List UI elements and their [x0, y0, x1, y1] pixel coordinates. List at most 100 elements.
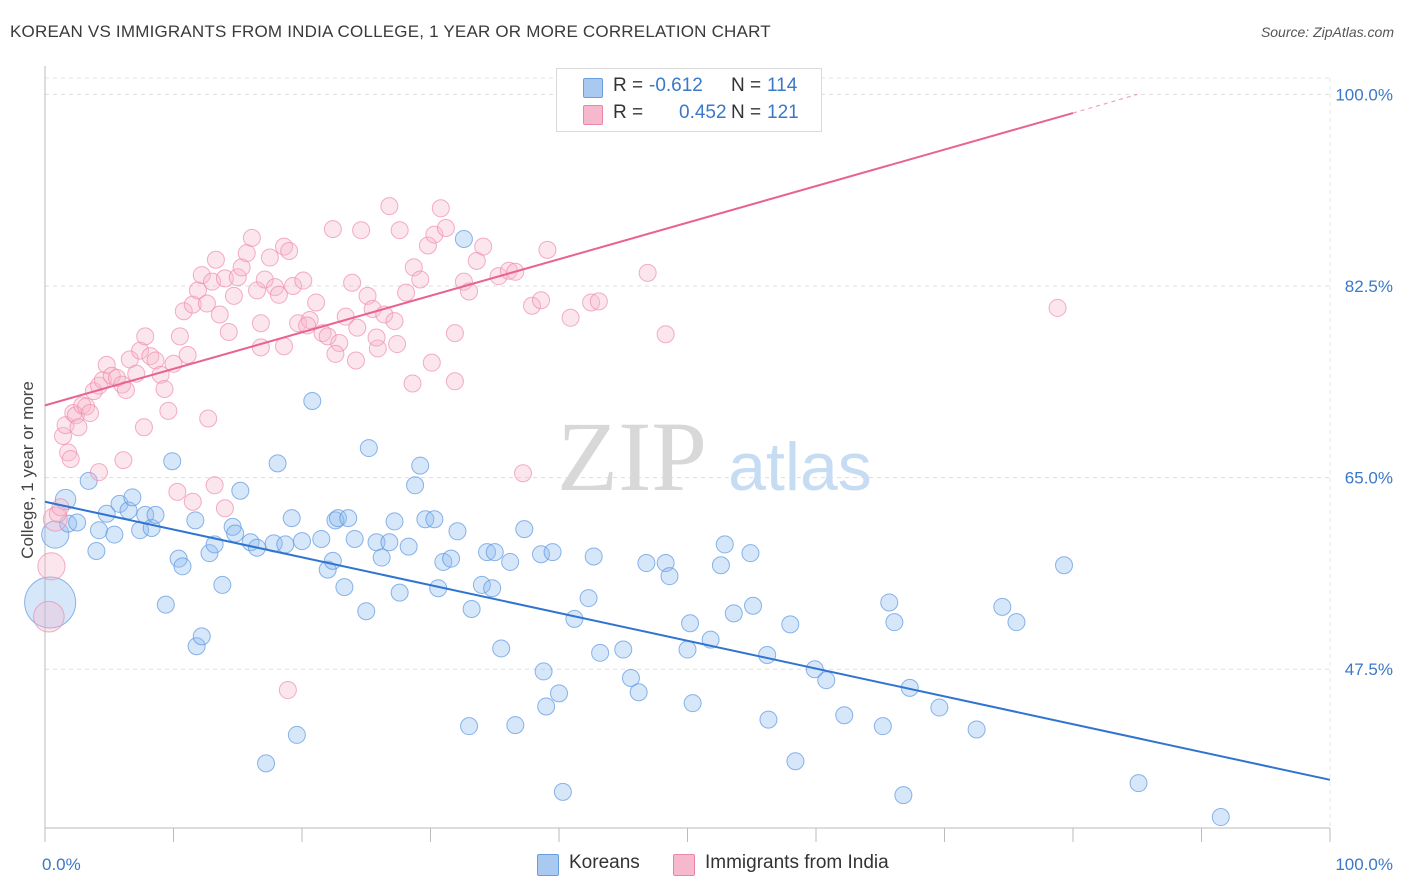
india-point: [445, 324, 464, 343]
india-point: [460, 282, 479, 301]
korean-point: [515, 520, 534, 539]
india-point: [380, 197, 399, 216]
y-tick-label: 47.5%: [1345, 660, 1393, 679]
korean-point: [537, 697, 556, 716]
india-point: [284, 277, 303, 296]
korean-point: [478, 543, 497, 562]
korean-point: [880, 593, 899, 612]
korean-point: [786, 752, 805, 771]
india-point: [318, 327, 337, 346]
india-point: [242, 228, 261, 247]
india-point: [131, 341, 150, 360]
korean-point: [759, 710, 778, 729]
korean-point: [1211, 808, 1230, 827]
india-point: [269, 285, 288, 304]
legend-n-value: 114: [767, 75, 798, 96]
india-point: [232, 258, 251, 277]
india-point: [275, 337, 294, 356]
korean-point: [614, 640, 633, 659]
legend-r-value: -0.612: [649, 75, 703, 96]
x-tick-label: 0.0%: [42, 855, 81, 874]
korean-point: [186, 511, 205, 530]
korean-point: [501, 552, 520, 571]
india-point: [385, 312, 404, 331]
korean-point: [411, 456, 430, 475]
india-point: [514, 464, 533, 483]
legend-n-value: 121: [767, 102, 799, 123]
korean-point: [385, 512, 404, 531]
india-point: [37, 552, 66, 581]
watermark-zip: ZIP: [557, 401, 707, 512]
india-point: [589, 292, 608, 311]
korean-point: [678, 640, 697, 659]
korean-point: [621, 669, 640, 687]
korean-point: [485, 543, 504, 562]
korean-point: [335, 578, 354, 597]
india-point: [289, 314, 308, 333]
korean-point: [758, 646, 777, 665]
india-point: [80, 404, 99, 423]
watermark: ZIP atlas: [557, 401, 872, 512]
india-trend-extension: [1072, 93, 1138, 114]
korean-point: [380, 533, 399, 552]
india-point: [538, 240, 557, 259]
y-tick-label: 100.0%: [1335, 85, 1393, 104]
korean-point: [1055, 556, 1074, 575]
korean-point: [312, 529, 331, 548]
india-point: [197, 294, 216, 313]
india-point: [168, 482, 187, 501]
watermark-atlas: atlas: [728, 429, 872, 505]
india-point: [134, 418, 153, 437]
korean-point: [146, 505, 165, 524]
india-point: [183, 492, 202, 511]
korean-point: [89, 521, 108, 540]
korean-point: [483, 579, 502, 598]
legend-r-label: R =: [613, 102, 644, 123]
india-point: [255, 270, 274, 289]
korean-point: [192, 627, 211, 646]
korean-point: [163, 452, 182, 471]
korean-point: [187, 637, 206, 656]
korean-point: [303, 391, 322, 410]
india-point: [97, 355, 116, 374]
india-point: [159, 401, 178, 420]
korean-point: [711, 556, 730, 575]
india-point: [307, 293, 326, 312]
india-point: [436, 219, 455, 237]
korean-point: [930, 698, 949, 717]
india-point: [418, 236, 437, 255]
india-point: [313, 324, 332, 343]
bottom-legend-label-india: Immigrants from India: [705, 852, 889, 873]
korean-point: [781, 615, 800, 634]
korean-point: [550, 684, 568, 703]
india-point: [170, 327, 189, 346]
series-koreans-points: [24, 229, 1230, 827]
korean-point: [584, 547, 603, 566]
korean-point: [629, 683, 648, 702]
korean-point: [200, 544, 219, 563]
korean-point: [339, 509, 358, 528]
korean-point: [372, 548, 391, 567]
india-point: [582, 293, 601, 312]
india-point: [33, 600, 65, 633]
korean-trend-line: [44, 500, 1331, 781]
korean-point: [257, 754, 276, 773]
korean-point: [967, 720, 986, 739]
korean-point: [68, 513, 87, 532]
bottom-legend-label-koreans: Koreans: [569, 852, 640, 873]
korean-point: [318, 560, 337, 579]
legend-r-label: R =: [613, 75, 644, 96]
korean-point: [276, 535, 295, 554]
legend-swatch-india: [583, 105, 603, 125]
chart-title: KOREAN VS IMMIGRANTS FROM INDIA COLLEGE,…: [10, 22, 771, 41]
bottom-legend-swatch-india: [673, 854, 695, 876]
india-point: [561, 308, 580, 327]
india-point: [411, 270, 430, 289]
india-point: [178, 346, 197, 365]
india-point: [251, 314, 270, 333]
india-point: [215, 269, 234, 288]
korean-point: [41, 520, 70, 549]
korean-point: [817, 671, 836, 690]
india-point: [114, 451, 133, 470]
india-point: [136, 327, 155, 346]
